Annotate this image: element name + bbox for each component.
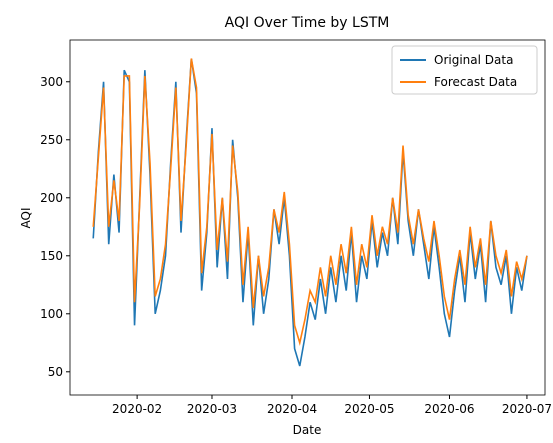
y-axis-label: AQI [19, 208, 33, 229]
y-tick-label: 250 [40, 133, 63, 147]
x-tick-label: 2020-06 [424, 402, 474, 416]
legend-label: Original Data [434, 53, 513, 67]
plot-frame [69, 39, 546, 396]
x-axis-label: Date [293, 423, 322, 437]
x-tick-label: 2020-02 [112, 402, 162, 416]
legend-box [391, 45, 538, 95]
y-tick-label: 50 [48, 365, 63, 379]
x-tick-label: 2020-07 [502, 402, 552, 416]
x-tick-label: 2020-03 [187, 402, 237, 416]
chart-title: AQI Over Time by LSTM [225, 15, 390, 31]
y-tick-label: 100 [40, 307, 63, 321]
legend-label: Forecast Data [434, 75, 517, 89]
x-tick-label: 2020-04 [267, 402, 317, 416]
y-tick-label: 200 [40, 191, 63, 205]
x-tick-label: 2020-05 [344, 402, 394, 416]
y-tick-label: 300 [40, 75, 63, 89]
data-line [92, 58, 528, 367]
y-tick-label: 150 [40, 249, 63, 263]
data-line [92, 58, 528, 346]
